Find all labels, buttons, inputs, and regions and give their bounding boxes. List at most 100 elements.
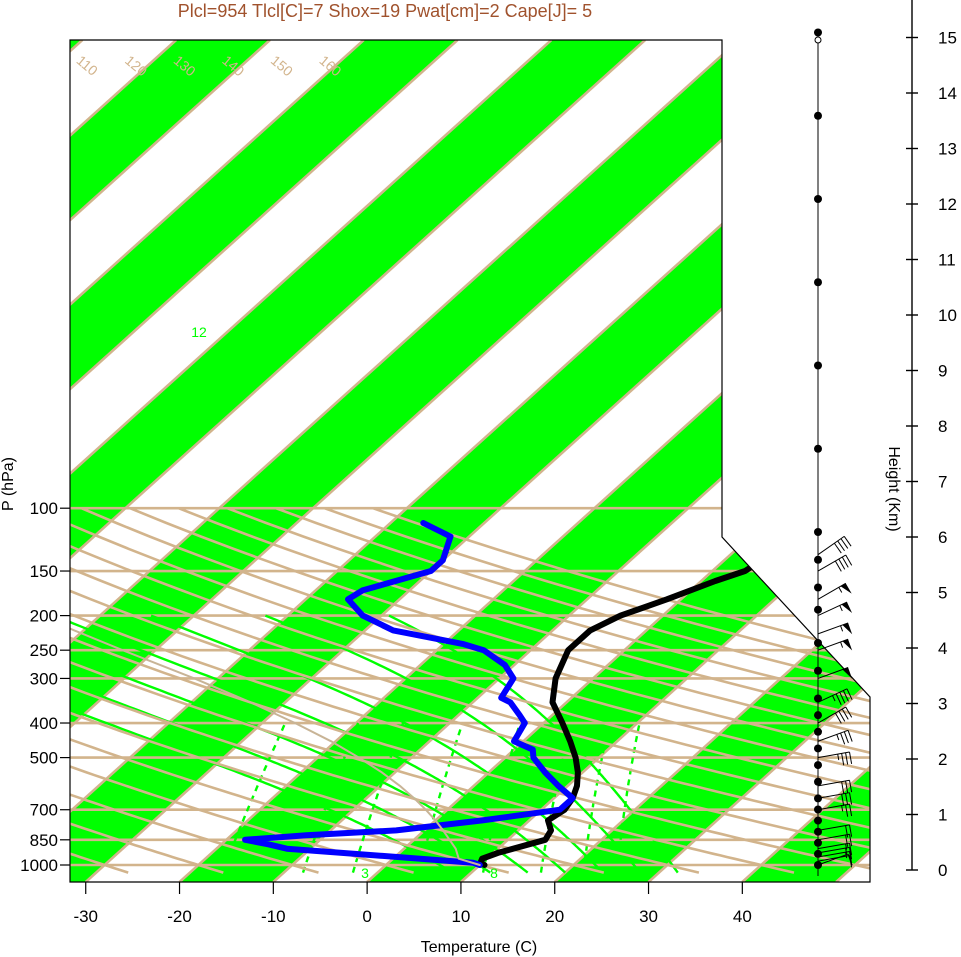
height-tick-label: 11 <box>938 251 956 270</box>
wind-barb-shaft <box>817 554 846 572</box>
dry-adiabat <box>70 507 870 874</box>
wind-barb-half <box>839 605 843 612</box>
wind-barb-shaft <box>817 779 850 787</box>
plot-frame <box>69 39 871 883</box>
isotherm-band <box>70 40 458 882</box>
height-tick-label: 5 <box>938 584 947 603</box>
dry-adiabat <box>70 507 870 874</box>
wind-barb-full <box>841 781 845 794</box>
wind-barb-full <box>845 804 849 817</box>
height-dot <box>814 583 822 592</box>
wind-barb-shaft <box>817 535 845 556</box>
wind-barb-shaft <box>817 622 849 635</box>
wind-barb-full <box>845 752 849 765</box>
wind-barb-full <box>845 780 849 793</box>
height-dot <box>814 744 822 753</box>
wind-barb-full <box>841 556 849 568</box>
dry-adiabat <box>70 507 224 874</box>
temperature-tick-label: 10 <box>451 907 470 926</box>
height-dot <box>814 849 822 858</box>
wind-barb <box>817 667 853 679</box>
wind-flag <box>841 602 853 613</box>
height-tick-label: 9 <box>938 362 947 381</box>
isotherm-line <box>70 40 740 882</box>
height-tick-label: 10 <box>938 306 957 325</box>
height-tick-label: 6 <box>938 528 947 547</box>
temperature-tick-label: 0 <box>362 907 371 926</box>
wind-barb <box>817 842 853 856</box>
wind-flag <box>842 667 853 679</box>
wind-barb-half <box>840 625 844 632</box>
pressure-tick-label: 1000 <box>20 856 58 875</box>
wind-barb-half <box>832 695 836 702</box>
wind-barb <box>817 688 853 705</box>
x-axis-label: Temperature (C) <box>421 939 537 956</box>
wind-barb-half <box>845 843 848 850</box>
height-tick-label: 14 <box>938 84 957 103</box>
height-dot <box>814 28 822 37</box>
isotherm-band <box>70 40 646 882</box>
wind-barb-shaft <box>817 706 846 724</box>
wind-barb <box>817 833 853 847</box>
pressure-tick-label: 850 <box>30 831 58 850</box>
height-dot <box>814 444 822 453</box>
height-tick-label: 0 <box>938 861 947 880</box>
wind-barb <box>817 601 853 617</box>
height-dot <box>814 605 822 614</box>
wind-barb-full <box>837 540 845 552</box>
height-tick-label: 7 <box>938 473 947 492</box>
wind-barb <box>817 792 853 806</box>
wind-barb-full <box>843 536 852 547</box>
mixing-ratio-line <box>301 722 360 873</box>
height-tick-label: 12 <box>938 195 957 214</box>
wind-barb-half <box>837 754 840 761</box>
wind-flag <box>840 583 852 594</box>
mixing-ratio-line <box>582 722 611 873</box>
wind-barb <box>817 824 853 838</box>
temperature-tick-label: -30 <box>73 907 98 926</box>
wind-barb-full <box>834 712 842 724</box>
wind-barb-half <box>836 734 840 741</box>
wind-barb <box>817 846 853 860</box>
dry-adiabat <box>70 507 319 874</box>
height-dot <box>814 727 822 736</box>
height-axis-label: Height (Km) <box>885 446 902 531</box>
wind-barb-full <box>849 834 853 847</box>
wind-barb-full <box>846 688 853 700</box>
dry-adiabat <box>226 506 870 874</box>
wind-barb-shaft <box>817 638 849 651</box>
wind-barb-half <box>838 587 843 593</box>
dewpoint-line <box>242 520 576 868</box>
dry-adiabat <box>70 507 870 874</box>
wind-barb-half <box>841 805 844 812</box>
dry-adiabat <box>275 506 870 874</box>
wind-barb <box>817 855 853 868</box>
wind-barb-full <box>845 706 853 718</box>
height-dot <box>814 195 822 203</box>
isotherm-line <box>553 40 870 882</box>
mixing-ratio-label: 8 <box>490 865 498 881</box>
isotherm-line <box>460 40 870 882</box>
wind-barb-full <box>845 825 849 838</box>
wind-barb-full <box>845 793 849 806</box>
height-tick-label: 15 <box>938 29 957 48</box>
wind-barb-full <box>849 855 853 868</box>
dry-adiabat <box>129 506 870 874</box>
mixing-ratio-line <box>417 722 464 873</box>
height-dot <box>814 711 822 720</box>
wind-barb-shaft <box>817 846 850 854</box>
wind-barb-shaft <box>817 803 850 811</box>
wind-barb-full <box>842 690 849 702</box>
wind-barb-full <box>841 753 845 766</box>
dry-adiabat <box>70 507 870 874</box>
wind-barb-half <box>845 847 848 855</box>
temperature-axis: -30 -20 -10 0 10 20 30 40 <box>73 882 752 926</box>
wind-barb <box>817 706 853 724</box>
mixing-ratio-line <box>351 722 405 873</box>
height-tick-label: 8 <box>938 417 947 436</box>
isotherm-line <box>70 40 553 882</box>
dry-adiabat <box>70 507 605 874</box>
wind-barb-shaft <box>817 729 849 742</box>
wind-barb-shaft <box>817 601 848 617</box>
wind-barb <box>817 535 852 556</box>
